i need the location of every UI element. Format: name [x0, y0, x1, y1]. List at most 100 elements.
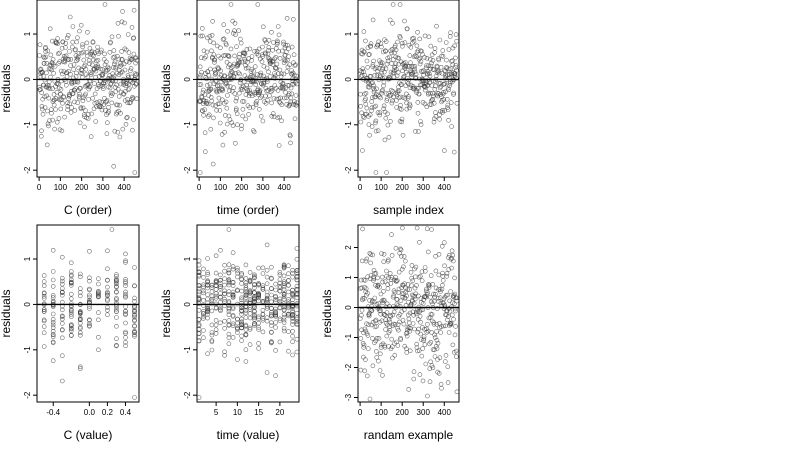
data-point: [410, 321, 416, 326]
data-point: [209, 332, 215, 338]
data-point: [392, 50, 397, 56]
data-point: [402, 40, 408, 46]
data-point: [119, 56, 125, 62]
data-point: [218, 285, 223, 291]
data-point: [212, 57, 218, 63]
data-point: [243, 308, 249, 313]
data-point: [446, 253, 452, 258]
data-point: [111, 73, 117, 79]
data-point: [97, 104, 103, 109]
data-point: [290, 352, 295, 358]
data-point: [123, 304, 128, 309]
data-point: [133, 73, 138, 78]
scatter-points: [41, 227, 137, 400]
data-point: [429, 52, 435, 58]
data-point: [78, 364, 83, 370]
data-point: [59, 290, 65, 295]
data-point: [50, 269, 56, 274]
x-tick-label: 300: [417, 408, 431, 417]
data-point: [441, 97, 447, 102]
data-point: [401, 321, 407, 327]
data-point: [197, 64, 203, 70]
data-point: [196, 262, 202, 268]
data-point: [381, 288, 386, 294]
data-point: [83, 91, 88, 97]
y-tick-label: -2: [23, 166, 32, 174]
data-point: [43, 54, 49, 60]
data-point: [207, 34, 213, 39]
data-point: [418, 337, 424, 342]
data-point: [275, 88, 281, 93]
data-point: [218, 73, 224, 78]
data-point: [449, 312, 455, 318]
data-point: [430, 281, 436, 287]
data-point: [440, 282, 445, 288]
data-point: [78, 309, 83, 315]
data-point: [37, 42, 43, 48]
data-point: [132, 265, 137, 270]
data-point: [370, 363, 376, 369]
data-point: [266, 37, 272, 43]
data-point: [243, 262, 249, 268]
data-point: [433, 268, 439, 274]
data-point: [101, 80, 106, 85]
data-point: [408, 269, 414, 275]
data-point: [74, 55, 80, 61]
data-point: [434, 306, 440, 311]
data-point: [125, 114, 130, 120]
data-point: [105, 120, 110, 125]
data-point: [290, 309, 295, 315]
data-point: [83, 108, 88, 113]
data-point: [377, 351, 383, 357]
data-point: [381, 106, 387, 112]
data-point: [222, 303, 227, 308]
data-point: [286, 297, 291, 302]
data-point: [196, 289, 202, 295]
data-point: [50, 339, 56, 345]
data-point: [87, 297, 92, 303]
data-point: [233, 141, 238, 146]
data-point: [363, 286, 369, 292]
data-point: [394, 278, 400, 283]
data-point: [134, 57, 140, 63]
data-point: [283, 49, 289, 55]
data-point: [358, 119, 364, 125]
data-point: [252, 48, 257, 54]
data-point: [124, 47, 129, 53]
data-point: [260, 54, 266, 59]
data-point: [260, 316, 266, 321]
data-point: [52, 126, 57, 132]
data-point: [444, 57, 449, 63]
data-point: [406, 94, 411, 99]
data-point: [436, 371, 442, 376]
data-point: [106, 108, 112, 114]
data-point: [66, 57, 72, 62]
data-point: [444, 273, 450, 279]
data-point: [382, 137, 388, 143]
data-point: [364, 105, 370, 111]
data-point: [392, 43, 398, 48]
data-point: [43, 49, 49, 54]
data-point: [290, 291, 295, 297]
data-point: [123, 343, 128, 349]
data-point: [292, 99, 297, 104]
data-point: [55, 51, 61, 57]
data-point: [429, 330, 434, 335]
data-point: [64, 35, 70, 41]
data-point: [281, 273, 287, 279]
data-point: [430, 93, 436, 99]
data-point: [373, 103, 379, 109]
data-point: [201, 313, 206, 319]
data-point: [362, 326, 368, 332]
data-point: [59, 292, 65, 298]
data-point: [440, 278, 446, 283]
data-point: [277, 316, 283, 322]
data-point: [258, 73, 264, 78]
data-point: [383, 39, 389, 44]
data-point: [416, 348, 422, 353]
data-point: [220, 88, 225, 93]
data-point: [273, 310, 278, 315]
data-point: [120, 57, 125, 63]
data-point: [50, 117, 55, 123]
y-tick-label: -2: [183, 391, 192, 399]
